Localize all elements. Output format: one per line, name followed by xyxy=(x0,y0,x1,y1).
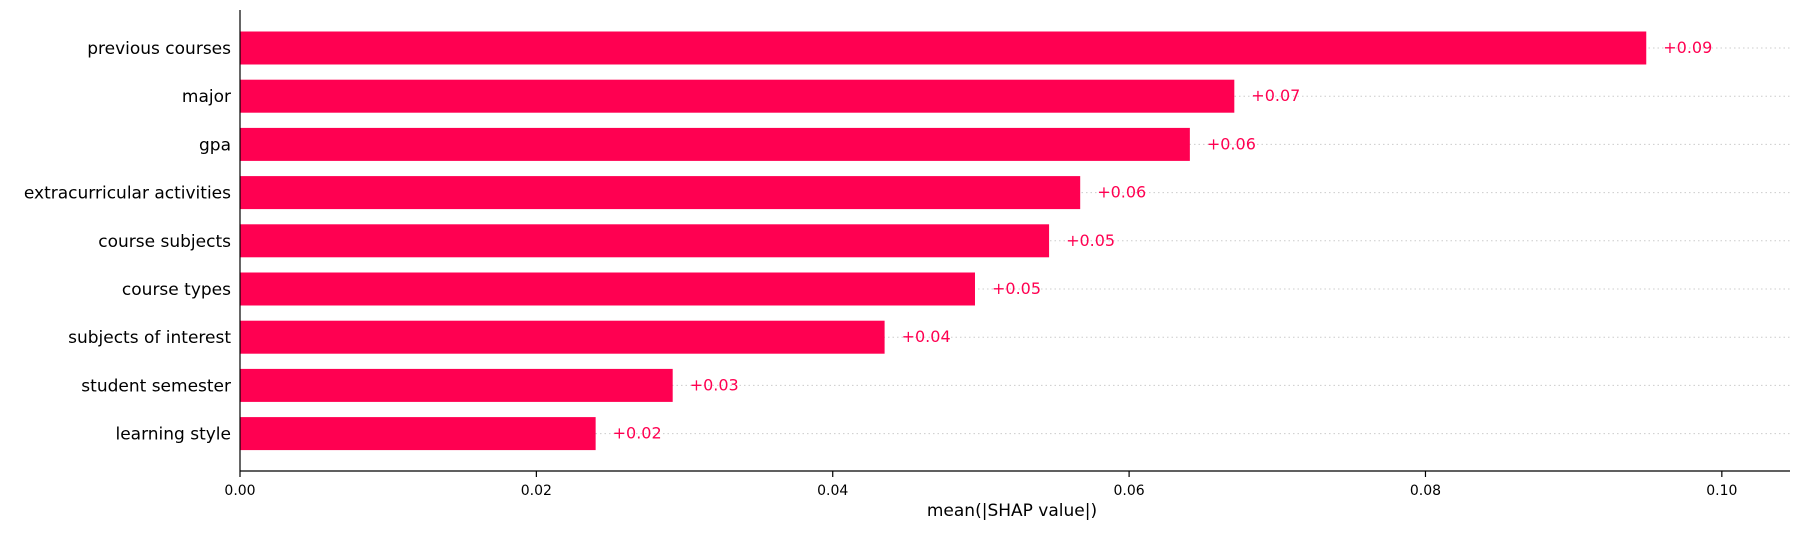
x-axis-title: mean(|SHAP value|) xyxy=(927,501,1097,521)
category-label: course subjects xyxy=(98,232,231,252)
x-tick-label: 0.10 xyxy=(1706,483,1737,499)
bar-course-subjects xyxy=(240,224,1050,258)
x-tick-label: 0.02 xyxy=(521,483,552,499)
category-label: previous courses xyxy=(87,39,231,59)
value-label: +0.05 xyxy=(992,279,1041,298)
bar-previous-courses xyxy=(240,31,1647,65)
category-label: major xyxy=(182,87,231,107)
category-label: student semester xyxy=(81,376,231,396)
bar-learning-style xyxy=(240,417,596,451)
value-label: +0.06 xyxy=(1097,183,1146,202)
bar-major xyxy=(240,79,1235,113)
bar-course-types xyxy=(240,272,975,306)
bar-extracurricular-activities xyxy=(240,176,1081,210)
category-label: extracurricular activities xyxy=(24,184,231,204)
x-tick-label: 0.00 xyxy=(224,483,255,499)
category-label: course types xyxy=(122,280,231,300)
bar-gpa xyxy=(240,127,1190,161)
category-label: gpa xyxy=(199,135,231,155)
value-labels: +0.09 +0.07 +0.06 +0.06 +0.05 +0.05 +0.04 +0.03… xyxy=(613,38,1713,443)
category-labels: previous courses major gpa extracurricular … xyxy=(24,39,231,445)
bar-subjects-of-interest xyxy=(240,320,885,354)
bars xyxy=(240,31,1647,451)
value-label: +0.02 xyxy=(613,424,662,443)
value-label: +0.05 xyxy=(1066,231,1115,250)
x-tick-label: 0.08 xyxy=(1410,483,1441,499)
x-ticks: 0.00 0.02 0.04 0.06 0.08 0.10 xyxy=(224,471,1737,499)
value-label: +0.09 xyxy=(1663,38,1712,57)
category-label: learning style xyxy=(115,425,231,445)
value-label: +0.06 xyxy=(1207,134,1256,153)
bar-student-semester xyxy=(240,368,673,402)
x-tick-label: 0.06 xyxy=(1114,483,1145,499)
category-label: subjects of interest xyxy=(68,328,231,348)
value-label: +0.03 xyxy=(690,375,739,394)
x-tick-label: 0.04 xyxy=(817,483,848,499)
value-label: +0.04 xyxy=(902,327,951,346)
axes xyxy=(239,10,1790,472)
value-label: +0.07 xyxy=(1251,86,1300,105)
